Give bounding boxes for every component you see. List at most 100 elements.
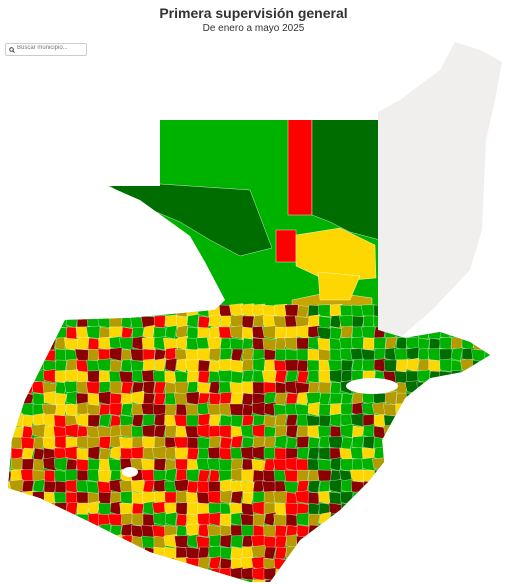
municipality bbox=[21, 370, 35, 384]
municipality bbox=[8, 555, 13, 571]
municipality bbox=[98, 523, 112, 538]
municipality bbox=[483, 491, 490, 505]
search-input[interactable] bbox=[17, 45, 85, 51]
municipality bbox=[296, 446, 310, 461]
municipality bbox=[471, 556, 486, 571]
municipality bbox=[495, 514, 507, 526]
municipality bbox=[98, 336, 112, 351]
municipality bbox=[351, 579, 365, 582]
municipality bbox=[8, 315, 13, 329]
municipality bbox=[395, 436, 409, 450]
municipality bbox=[318, 403, 332, 417]
municipality bbox=[296, 370, 310, 384]
municipality bbox=[87, 337, 101, 351]
municipality bbox=[197, 359, 211, 373]
municipality bbox=[64, 304, 79, 318]
municipality bbox=[427, 402, 442, 417]
municipality bbox=[252, 579, 266, 582]
municipality bbox=[307, 401, 321, 417]
municipality bbox=[284, 304, 299, 318]
municipality bbox=[395, 425, 409, 440]
municipality bbox=[230, 359, 244, 373]
municipality bbox=[406, 436, 420, 450]
municipality bbox=[8, 501, 14, 516]
municipality bbox=[142, 557, 156, 572]
municipality bbox=[120, 556, 134, 571]
municipality bbox=[384, 579, 398, 582]
municipality bbox=[317, 458, 332, 472]
municipality bbox=[32, 325, 46, 340]
municipality bbox=[328, 524, 343, 538]
municipality bbox=[472, 359, 486, 374]
municipality bbox=[417, 557, 431, 571]
municipality bbox=[131, 557, 145, 571]
municipality bbox=[52, 546, 69, 560]
municipality bbox=[43, 304, 57, 319]
municipality bbox=[406, 511, 420, 527]
municipality bbox=[406, 447, 420, 461]
municipality bbox=[417, 501, 431, 516]
municipality bbox=[417, 391, 431, 406]
municipality bbox=[219, 447, 233, 461]
municipality bbox=[373, 557, 387, 571]
search-box[interactable] bbox=[5, 43, 87, 56]
municipality bbox=[64, 557, 79, 571]
municipality bbox=[461, 447, 475, 461]
municipality bbox=[54, 568, 68, 582]
region bbox=[287, 120, 313, 216]
municipality bbox=[54, 513, 68, 528]
municipality bbox=[471, 524, 486, 538]
municipality bbox=[427, 458, 442, 473]
municipality bbox=[405, 413, 420, 428]
municipality bbox=[318, 315, 332, 329]
municipality bbox=[428, 436, 442, 450]
municipality bbox=[21, 568, 35, 582]
municipality bbox=[395, 359, 409, 373]
municipality bbox=[98, 579, 112, 582]
municipality bbox=[406, 578, 420, 582]
municipality bbox=[439, 535, 453, 549]
municipality bbox=[439, 336, 453, 351]
municipality bbox=[164, 403, 178, 417]
municipality bbox=[495, 535, 507, 548]
municipality bbox=[394, 557, 409, 571]
municipality bbox=[461, 522, 475, 538]
municipality bbox=[87, 534, 101, 549]
municipality bbox=[494, 523, 507, 537]
municipality bbox=[43, 524, 57, 538]
municipality bbox=[318, 348, 332, 362]
municipality bbox=[153, 556, 167, 571]
municipality bbox=[285, 502, 299, 516]
municipality bbox=[340, 491, 354, 505]
municipality bbox=[439, 315, 453, 329]
municipality bbox=[384, 513, 398, 527]
municipality bbox=[307, 348, 321, 362]
municipality bbox=[405, 546, 420, 560]
municipality bbox=[395, 534, 409, 549]
municipality bbox=[461, 381, 475, 395]
municipality bbox=[328, 502, 343, 516]
municipality bbox=[461, 457, 475, 472]
municipality bbox=[273, 403, 288, 418]
municipality bbox=[438, 403, 453, 417]
municipality bbox=[461, 414, 475, 428]
municipality bbox=[65, 524, 79, 538]
municipality bbox=[406, 424, 420, 439]
municipality bbox=[32, 369, 46, 384]
municipality bbox=[373, 480, 387, 494]
municipality bbox=[64, 579, 79, 582]
municipality bbox=[230, 370, 244, 384]
municipality bbox=[118, 370, 135, 384]
municipality bbox=[439, 556, 453, 571]
municipality bbox=[417, 469, 431, 483]
municipality bbox=[373, 546, 387, 560]
municipality bbox=[76, 337, 90, 351]
municipality bbox=[208, 314, 222, 329]
municipality bbox=[351, 524, 365, 538]
municipality bbox=[449, 314, 464, 329]
municipality bbox=[307, 557, 321, 571]
municipality bbox=[383, 469, 398, 483]
municipality bbox=[427, 348, 442, 362]
municipality bbox=[417, 458, 431, 472]
municipality bbox=[43, 324, 57, 340]
